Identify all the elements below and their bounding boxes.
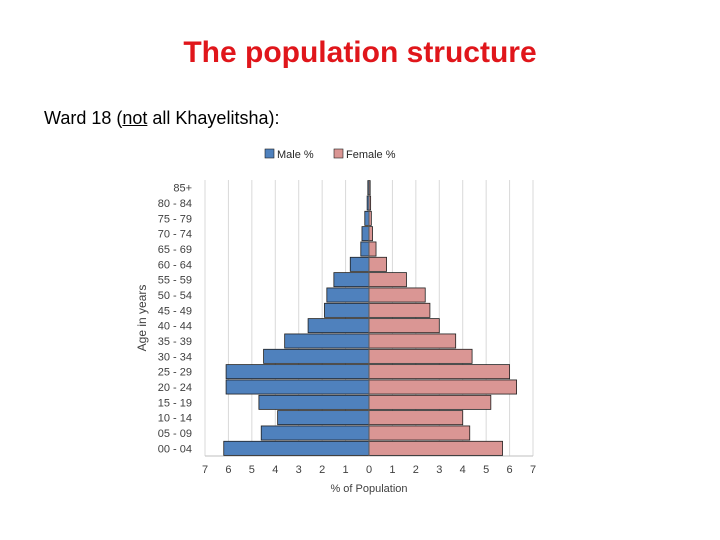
legend-male-swatch [264, 148, 275, 159]
male-bar [284, 333, 370, 349]
male-bar [326, 287, 370, 303]
subtitle-prefix: Ward 18 ( [44, 108, 123, 128]
male-bar [364, 210, 370, 226]
y-tick-label: 50 - 54 [158, 290, 192, 302]
slide-subtitle: Ward 18 (not all Khayelitsha): [44, 108, 279, 129]
female-bar [368, 379, 518, 395]
y-tick-label: 00 - 04 [158, 443, 192, 455]
male-bar [324, 302, 370, 318]
y-tick-label: 70 - 74 [158, 229, 192, 241]
slide-title: The population structure [183, 36, 537, 69]
female-bar [368, 394, 492, 410]
male-bar [360, 241, 370, 257]
x-tick-label: 0 [366, 464, 372, 476]
female-bar [368, 256, 387, 272]
x-tick-label: 3 [436, 464, 442, 476]
male-bar [361, 226, 370, 242]
male-bar [263, 348, 370, 364]
x-tick-labels: 7 6 5 4 3 2 1 0 1 2 3 4 5 6 7 [202, 464, 536, 476]
legend-female-swatch [333, 148, 344, 159]
y-tick-label: 55 - 59 [158, 275, 192, 287]
y-tick-label: 40 - 44 [158, 321, 192, 333]
male-bar [333, 272, 370, 288]
female-bar [368, 302, 431, 318]
male-bar [225, 364, 370, 380]
chart-grid [204, 180, 534, 457]
female-bar [368, 241, 377, 257]
y-tick-label: 45 - 49 [158, 305, 192, 317]
x-tick-label: 6 [225, 464, 231, 476]
female-bar [368, 287, 426, 303]
y-tick-label: 65 - 69 [158, 244, 192, 256]
x-tick-label: 2 [413, 464, 419, 476]
y-tick-label: 60 - 64 [158, 259, 192, 271]
male-bar [277, 410, 370, 426]
legend-male-label: Male % [277, 149, 314, 161]
x-tick-label: 4 [460, 464, 466, 476]
male-bar [225, 379, 370, 395]
female-bar [368, 440, 503, 456]
x-tick-label: 4 [272, 464, 278, 476]
y-tick-label: 75 - 79 [158, 213, 192, 225]
x-tick-label: 1 [343, 464, 349, 476]
y-tick-label: 25 - 29 [158, 367, 192, 379]
y-tick-label: 05 - 09 [158, 428, 192, 440]
y-tick-label: 85+ [173, 183, 192, 195]
x-tick-label: 6 [507, 464, 513, 476]
female-bar [368, 364, 510, 380]
legend-female-label: Female % [346, 149, 396, 161]
subtitle-underlined-word: not [122, 108, 148, 128]
subtitle-suffix: all Khayelitsha): [147, 108, 280, 128]
x-tick-label: 5 [483, 464, 489, 476]
female-bar [368, 333, 457, 349]
y-tick-label: 30 - 34 [158, 351, 192, 363]
x-tick-label: 7 [202, 464, 208, 476]
y-tick-label: 35 - 39 [158, 336, 192, 348]
female-bar [368, 226, 373, 242]
y-tick-label: 80 - 84 [158, 198, 192, 210]
y-tick-label: 15 - 19 [158, 397, 192, 409]
female-bar [368, 318, 440, 334]
y-tick-label: 20 - 24 [158, 382, 192, 394]
male-bar [349, 256, 370, 272]
x-tick-label: 3 [296, 464, 302, 476]
female-bar [368, 272, 407, 288]
female-bar [368, 410, 464, 426]
male-bar [307, 318, 370, 334]
chart-bars [223, 180, 518, 456]
female-bar [368, 348, 473, 364]
y-axis-label: Age in years [135, 285, 149, 352]
chart-legend: Male % Female % [264, 148, 396, 161]
x-tick-label: 1 [389, 464, 395, 476]
x-tick-label: 5 [249, 464, 255, 476]
x-axis-label: % of Population [330, 483, 407, 495]
y-tick-labels: 85+ 80 - 84 75 - 79 70 - 74 65 - 69 60 - 64 55… [158, 183, 192, 456]
male-bar [258, 394, 370, 410]
y-tick-label: 10 - 14 [158, 413, 192, 425]
male-bar [260, 425, 370, 441]
male-bar [223, 440, 370, 456]
female-bar [368, 425, 471, 441]
x-tick-label: 2 [319, 464, 325, 476]
x-tick-label: 7 [530, 464, 536, 476]
